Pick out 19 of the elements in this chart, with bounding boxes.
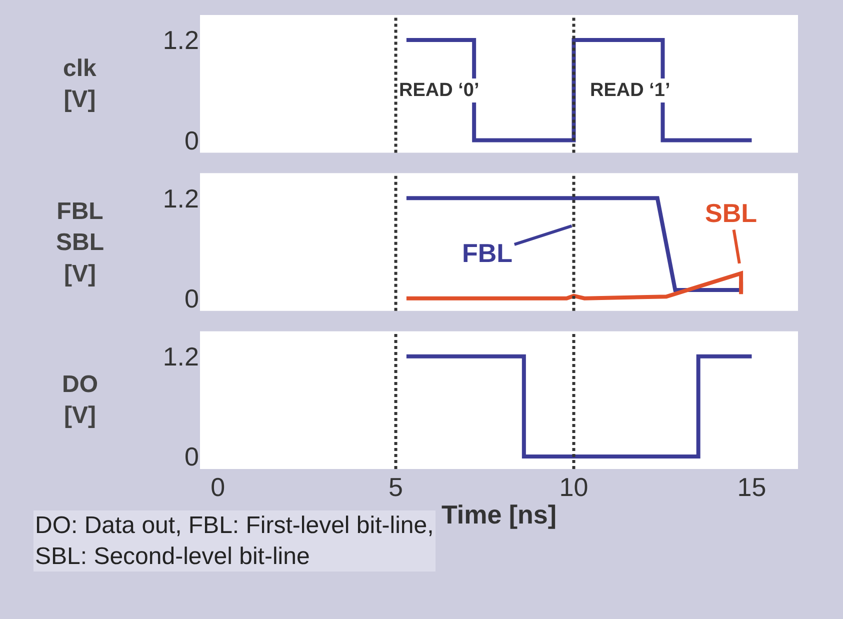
series-label: FBL (462, 238, 513, 268)
x-tick-label: 10 (559, 472, 588, 502)
x-tick-label: 5 (388, 472, 404, 502)
y-axis-title: clk [V] (63, 55, 98, 114)
x-axis-title: Time [ns] (441, 500, 557, 530)
y-tick-label: 0 (184, 442, 199, 472)
y-tick-label: 0 (184, 283, 199, 314)
y-axis-title: FBL SBL [V] (56, 198, 104, 288)
x-tick-label: 15 (737, 472, 766, 502)
annotation: READ ‘0’ (399, 80, 480, 101)
y-tick-label: 0 (184, 125, 199, 156)
y-tick-label: 1.2 (162, 183, 199, 214)
y-tick-label: 1.2 (162, 341, 199, 372)
annotation: READ ‘1’ (590, 80, 670, 101)
series-label: SBL (705, 198, 758, 228)
y-axis-title: DO [V] (62, 371, 98, 430)
y-tick-label: 1.2 (162, 25, 199, 56)
x-tick-label: 0 (210, 472, 226, 502)
text: DO: Data out, FBL: First-level bit-line, SBL: Second-level bit-line (35, 512, 434, 570)
